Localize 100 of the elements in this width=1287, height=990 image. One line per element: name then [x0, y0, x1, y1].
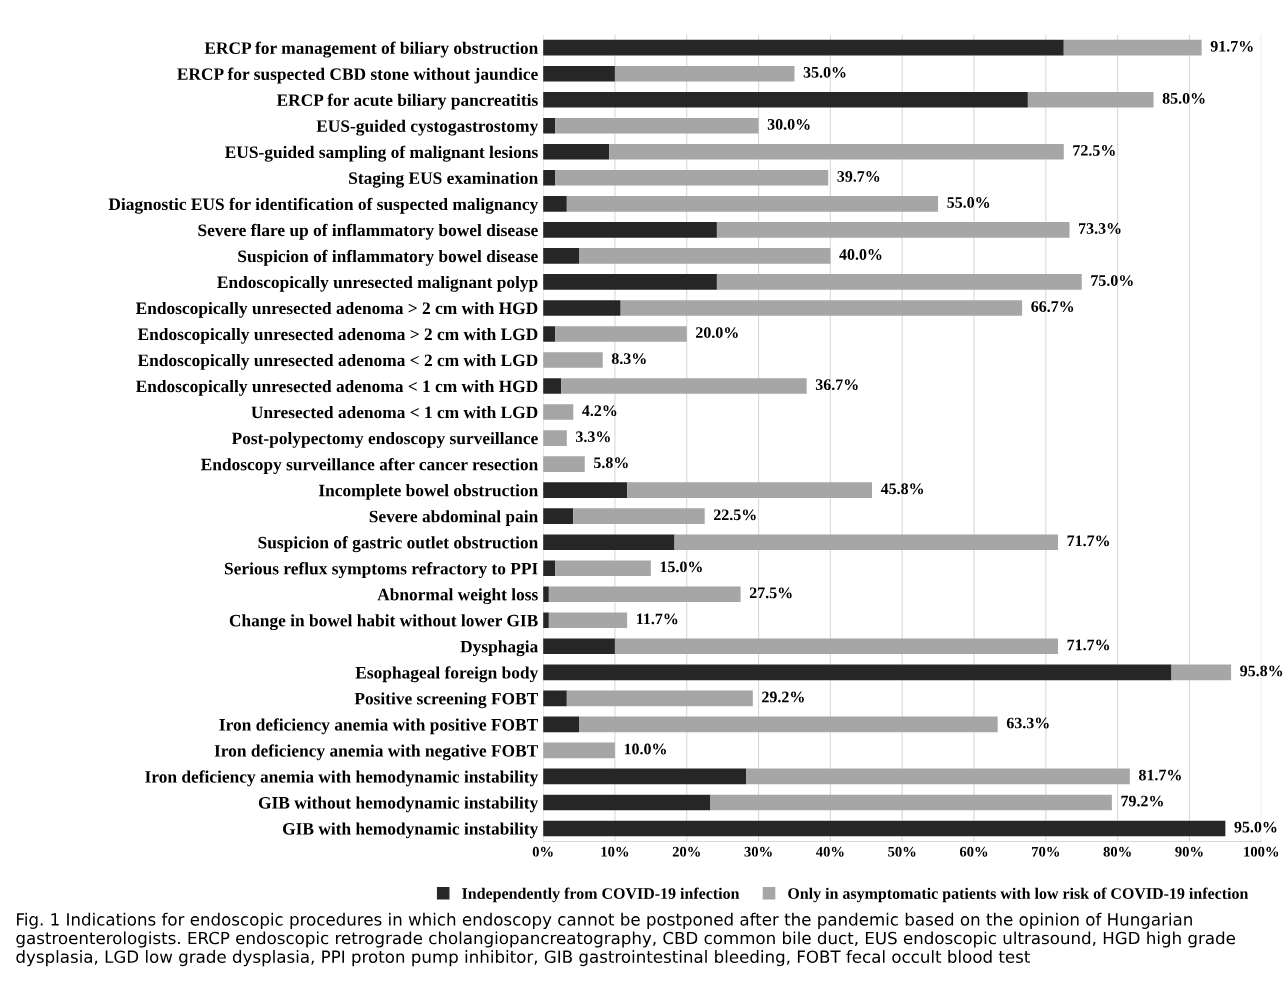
total-label: 39.7% — [837, 171, 880, 182]
total-label: 75.0% — [1091, 275, 1133, 286]
bar — [543, 560, 556, 577]
bar — [609, 143, 1064, 160]
bar — [555, 117, 759, 134]
bar — [620, 300, 1023, 316]
x-tick-label: 70% — [1032, 846, 1060, 857]
bar — [543, 794, 711, 811]
bar — [543, 456, 585, 472]
total-label: 95.8% — [1240, 665, 1283, 677]
bar — [543, 274, 717, 290]
y-tick-label: Endoscopically unresected adenoma < 1 cm with HGD — [135, 380, 538, 396]
y-tick-label: Suspicion of gastric outlet obstruction — [258, 536, 538, 553]
total-label: 73.3% — [1079, 223, 1121, 234]
bar — [543, 326, 556, 342]
y-tick-label: Post-polypectomy endoscopy surveillance — [231, 432, 538, 448]
y-tick-label: ERCP for suspected CBD stone without jaundice — [177, 67, 538, 84]
y-tick-label: Iron deficiency anemia with negative FOBT — [214, 744, 538, 761]
total-label: 10.0% — [624, 743, 666, 755]
y-tick-label: GIB without hemodynamic instability — [258, 796, 539, 813]
bar — [1171, 664, 1232, 681]
y-tick-label: Staging EUS examination — [349, 171, 538, 188]
x-tick-label: 40% — [815, 846, 844, 857]
x-tick-label: 80% — [1103, 846, 1131, 857]
bar — [579, 248, 831, 264]
x-tick-label: 30% — [744, 846, 772, 857]
x-tick-label: 20% — [672, 846, 700, 857]
bar — [543, 222, 717, 238]
bar — [543, 196, 567, 212]
y-tick-label: Endoscopically unresected adenoma > 2 cm with LGD — [137, 327, 538, 344]
total-label: 63.3% — [1006, 717, 1049, 729]
bar — [543, 690, 567, 707]
y-tick-label: Endoscopically unresected adenoma < 2 cm with LGD — [137, 353, 538, 370]
y-tick-label: Change in bowel habit without lower GIB — [229, 614, 538, 631]
y-tick-label: Severe abdominal pain — [369, 510, 538, 526]
bar — [543, 378, 562, 394]
bar — [543, 508, 574, 524]
bar — [746, 768, 1130, 785]
y-tick-label: Positive screening FOBT — [354, 692, 538, 709]
y-tick-label: EUS-guided cystogastrostomy — [316, 119, 539, 136]
bar — [543, 430, 567, 446]
bar — [543, 39, 1064, 56]
bar — [561, 378, 807, 394]
bar — [716, 274, 1082, 290]
x-tick-label: 60% — [959, 846, 988, 857]
total-label: 72.5% — [1073, 144, 1115, 156]
total-label: 85.0% — [1162, 92, 1205, 104]
bar — [543, 534, 675, 550]
bar — [1027, 91, 1154, 108]
bar — [543, 482, 628, 498]
caption: Fig. 1 Indications for endoscopic procedures in which endoscopy cannot be postponed after the pandemic based on the opinion of Hungarian gastroenterologists. ERCP endoscopic retrograde cholangiopancreatography, CBD common bile duct, EUS endoscopic ultrasound, HGD high grade dysplasia, LGD low grade dysplasia, PPI proton pump inhibitor, GIB gastrointestinal bleeding, FOBT fecal occult blood test — [16, 912, 1236, 967]
bar — [543, 117, 556, 134]
x-tick-label: 10% — [601, 846, 629, 857]
bar — [543, 742, 615, 759]
total-label: 22.5% — [713, 509, 756, 521]
total-label: 66.7% — [1031, 301, 1074, 313]
total-label: 8.3% — [611, 353, 646, 365]
bar — [543, 820, 1226, 837]
total-label: 40.0% — [839, 249, 882, 260]
bar — [543, 352, 603, 368]
total-label: 5.8% — [594, 457, 628, 469]
y-tick-label: Severe flare up of inflammatory bowel disease — [198, 223, 538, 240]
y-tick-label: Esophageal foreign body — [355, 666, 539, 683]
bar — [543, 143, 610, 160]
bar — [543, 91, 1028, 108]
total-label: 29.2% — [762, 691, 804, 703]
y-tick-label: Endoscopically unresected malignant polyp — [217, 275, 538, 292]
bar — [543, 404, 574, 420]
bar — [543, 65, 615, 82]
bar — [543, 248, 580, 264]
y-tick-label: Suspicion of inflammatory bowel disease — [238, 249, 538, 266]
y-tick-label: Endoscopically unresected adenoma > 2 cm with HGD — [135, 301, 538, 318]
bar — [543, 664, 1172, 681]
bar — [627, 482, 873, 498]
bar — [548, 586, 741, 603]
y-tick-label: Unresected adenoma < 1 cm with LGD — [251, 406, 538, 419]
bar — [543, 169, 556, 186]
bar — [543, 716, 580, 733]
total-label: 81.7% — [1138, 769, 1181, 781]
legend-label: Independently from COVID-19 infection — [462, 887, 740, 903]
bar — [674, 534, 1059, 550]
total-label: 20.0% — [696, 327, 738, 339]
x-tick-label: 0% — [532, 846, 553, 857]
y-tick-label: GIB with hemodynamic instability — [283, 822, 539, 839]
total-label: 55.0% — [947, 197, 990, 208]
bar — [716, 222, 1070, 238]
y-tick-label: Dysphagia — [460, 640, 538, 657]
bar — [614, 638, 1059, 655]
bar — [543, 638, 615, 655]
total-label: 36.7% — [815, 379, 858, 391]
y-tick-label: Endoscopy surveillance after cancer resection — [200, 457, 538, 474]
total-label: 71.7% — [1067, 535, 1110, 547]
total-label: 15.0% — [660, 561, 702, 573]
bar — [566, 690, 753, 707]
y-tick-label: Abnormal weight loss — [377, 588, 538, 605]
x-tick-label: 90% — [1175, 846, 1203, 857]
bar — [543, 300, 621, 316]
x-tick-label: 50% — [888, 846, 916, 857]
bar — [710, 794, 1112, 811]
bar — [555, 560, 651, 577]
